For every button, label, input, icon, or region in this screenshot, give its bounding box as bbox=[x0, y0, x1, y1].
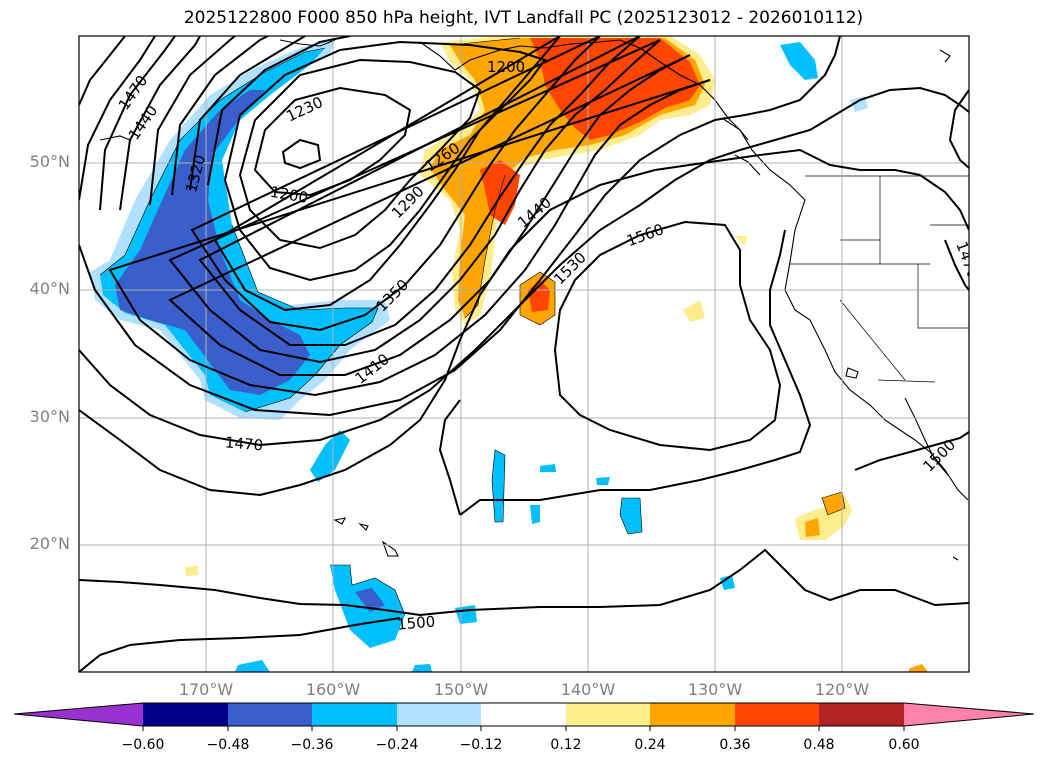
lat-label: 50°N bbox=[29, 152, 70, 171]
colorbar-tick-label: −0.48 bbox=[206, 737, 250, 753]
lat-label: 40°N bbox=[29, 279, 70, 298]
colorbar-extend-min bbox=[14, 703, 143, 726]
colorbar-tick-label: −0.12 bbox=[459, 737, 503, 753]
lon-label: 130°W bbox=[687, 680, 743, 699]
lat-label: 20°N bbox=[29, 534, 70, 553]
colorbar-extend-max bbox=[904, 703, 1034, 726]
colorbar-tick-label: 0.48 bbox=[803, 737, 835, 753]
lon-label: 140°W bbox=[560, 680, 616, 699]
lon-label: 170°W bbox=[178, 680, 234, 699]
contour-label: 1500 bbox=[396, 612, 436, 633]
colorbar-tick-label: −0.24 bbox=[375, 737, 419, 753]
lon-label: 120°W bbox=[814, 680, 870, 699]
colorbar bbox=[13, 702, 1035, 731]
gridlines bbox=[79, 36, 969, 672]
negative-ivt-fill bbox=[90, 38, 868, 672]
lon-label: 150°W bbox=[433, 680, 489, 699]
contour-label: 1200 bbox=[487, 58, 525, 76]
map-title: 2025122800 F000 850 hPa height, IVT Land… bbox=[183, 8, 864, 28]
colorbar-tick-label: 0.12 bbox=[550, 737, 582, 753]
map-frame bbox=[78, 35, 970, 673]
colorbar-tick-label: −0.60 bbox=[121, 737, 165, 753]
height-contours bbox=[79, 36, 969, 672]
colorbar-tick-label: 0.36 bbox=[719, 737, 751, 753]
colorbar-tick-label: 0.60 bbox=[888, 737, 920, 753]
colorbar-tick-label: 0.24 bbox=[634, 737, 666, 753]
political-borders bbox=[790, 175, 969, 383]
contour-label: 1470 bbox=[224, 433, 264, 454]
lon-label: 160°W bbox=[305, 680, 361, 699]
colorbar-tick-label: −0.36 bbox=[290, 737, 334, 753]
lat-label: 30°N bbox=[29, 407, 70, 426]
